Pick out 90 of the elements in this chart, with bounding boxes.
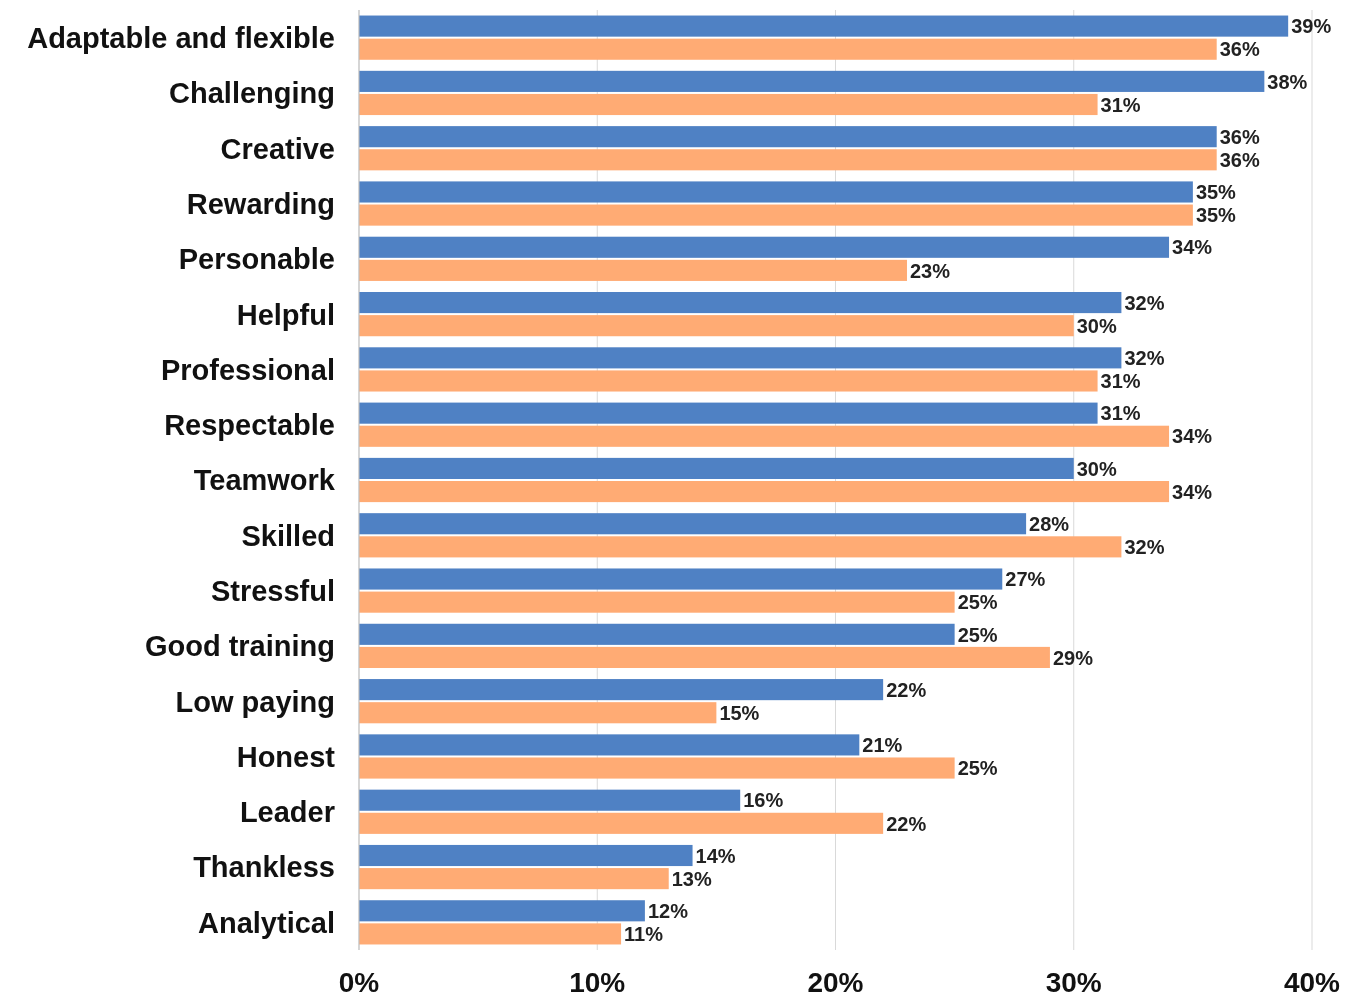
y-tick-label: Challenging	[169, 77, 335, 110]
data-label: 38%	[1267, 70, 1308, 93]
bar	[359, 868, 669, 890]
data-label: 23%	[909, 259, 951, 282]
bar	[359, 568, 1003, 590]
bar	[359, 315, 1074, 337]
bar	[359, 370, 1098, 392]
y-tick-label: Personable	[178, 243, 335, 276]
y-tick-label: Helpful	[236, 298, 335, 331]
bar	[359, 70, 1265, 92]
data-label: 25%	[957, 757, 998, 780]
data-label: 12%	[647, 899, 689, 922]
bar	[359, 149, 1217, 171]
data-label: 34%	[1172, 480, 1213, 503]
bar	[359, 259, 907, 281]
bar	[359, 812, 884, 834]
x-tick-label: 40%	[1283, 967, 1341, 998]
data-label: 27%	[1005, 568, 1046, 591]
data-label: 31%	[1100, 93, 1141, 116]
x-tick-label: 10%	[569, 967, 626, 998]
y-tick-label: Stressful	[210, 575, 335, 608]
data-label: 13%	[671, 867, 712, 890]
y-tick-label: Creative	[220, 132, 335, 165]
data-label: 34%	[1172, 425, 1213, 448]
bar	[359, 347, 1122, 369]
data-label: 35%	[1195, 204, 1237, 227]
bar	[359, 402, 1098, 424]
y-tick-label: Adaptable and flexible	[27, 22, 335, 55]
y-tick-label: Teamwork	[193, 464, 336, 497]
data-label: 22%	[886, 678, 927, 701]
bar	[359, 900, 645, 922]
data-label: 15%	[719, 701, 760, 724]
bar	[359, 425, 1170, 447]
y-tick-label: Leader	[239, 796, 335, 829]
bar	[359, 457, 1074, 479]
data-label: 11%	[624, 923, 664, 946]
data-label: 36%	[1219, 38, 1260, 61]
data-label: 14%	[695, 844, 736, 867]
data-label: 31%	[1100, 370, 1141, 393]
bar	[359, 15, 1289, 37]
bar	[359, 923, 622, 945]
bar	[359, 481, 1170, 503]
data-label: 32%	[1124, 291, 1165, 314]
bar	[359, 679, 884, 701]
data-label: 25%	[957, 623, 998, 646]
y-tick-label: Low paying	[175, 685, 335, 718]
bar	[359, 536, 1122, 558]
data-label: 32%	[1124, 536, 1165, 559]
x-tick-label: 0%	[338, 967, 380, 998]
y-tick-label: Analytical	[198, 906, 335, 939]
data-label: 32%	[1124, 347, 1165, 370]
bar	[359, 844, 693, 867]
y-tick-label: Thankless	[193, 851, 335, 884]
bar	[359, 734, 860, 756]
bar	[359, 93, 1098, 116]
data-label: 30%	[1076, 457, 1117, 480]
bar	[359, 623, 955, 645]
data-label: 36%	[1219, 148, 1260, 171]
data-label: 25%	[957, 591, 998, 614]
data-label: 36%	[1219, 125, 1260, 148]
y-tick-label: Skilled	[241, 519, 335, 552]
data-label: 21%	[862, 734, 903, 757]
y-tick-label: Honest	[236, 740, 336, 773]
y-tick-label: Good training	[144, 630, 335, 663]
data-label: 16%	[743, 789, 784, 812]
data-label: 29%	[1052, 646, 1094, 669]
bar	[359, 38, 1217, 60]
bar	[359, 702, 717, 724]
data-label: 34%	[1172, 236, 1213, 259]
x-tick-label: 20%	[807, 967, 864, 998]
bar	[359, 789, 741, 811]
bar	[359, 591, 955, 613]
y-tick-label: Respectable	[164, 409, 335, 442]
y-tick-label: Professional	[160, 353, 335, 386]
data-label: 31%	[1100, 402, 1141, 425]
bar	[359, 126, 1217, 148]
bar	[359, 236, 1170, 258]
bar	[359, 292, 1122, 314]
bar	[359, 757, 955, 779]
bar	[359, 181, 1193, 203]
x-tick-label: 30%	[1045, 967, 1102, 998]
data-label: 30%	[1076, 314, 1117, 337]
y-tick-label: Rewarding	[186, 187, 335, 220]
data-label: 28%	[1029, 512, 1070, 535]
bar	[359, 204, 1193, 226]
data-label: 35%	[1195, 181, 1237, 204]
data-label: 22%	[886, 812, 927, 835]
bar	[359, 646, 1050, 668]
bar	[359, 513, 1027, 535]
data-label: 39%	[1291, 15, 1332, 38]
